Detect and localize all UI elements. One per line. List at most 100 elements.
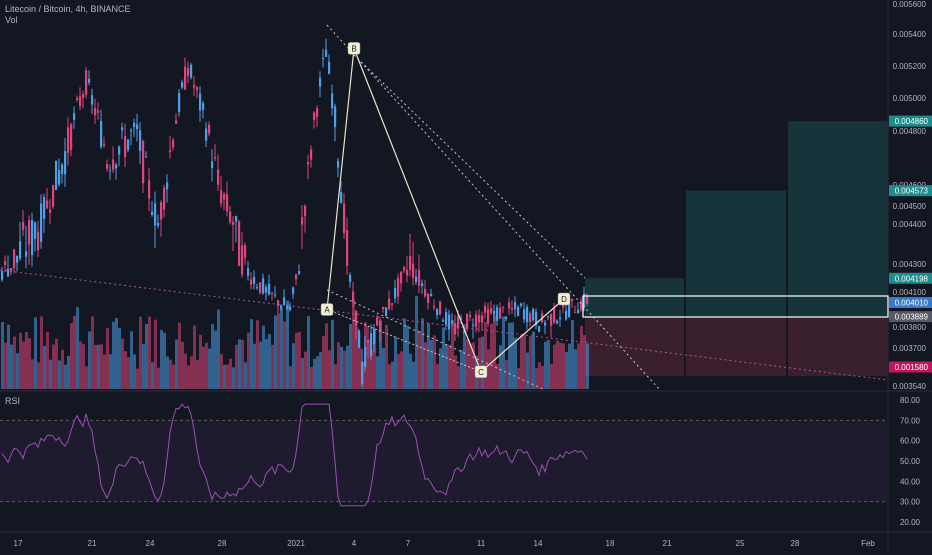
candle-body <box>415 276 418 283</box>
candle-body <box>91 95 94 105</box>
candle-body <box>379 321 382 331</box>
candle-body <box>232 222 235 225</box>
target-zone <box>686 190 786 317</box>
pattern-label: C <box>478 368 484 377</box>
volume-bar <box>418 330 421 389</box>
candle-body <box>64 151 67 175</box>
candle-body <box>148 180 151 199</box>
candle-body <box>100 121 103 147</box>
candle-body <box>172 139 175 148</box>
price-badge-label: 0.004198 <box>895 274 929 283</box>
volume-bar <box>523 334 526 389</box>
pattern-leg <box>353 48 482 372</box>
volume-bar <box>355 326 358 389</box>
volume-bar <box>469 343 472 389</box>
price-tick: 0.005600 <box>893 0 927 9</box>
candle-body <box>142 141 145 184</box>
volume-bar <box>190 356 193 389</box>
candle-body <box>292 287 295 294</box>
volume-bar <box>226 364 229 389</box>
volume-bar <box>214 330 217 389</box>
candle-body <box>436 309 439 316</box>
volume-bar <box>259 341 262 389</box>
volume-bar <box>463 324 466 389</box>
volume-bar <box>187 365 190 389</box>
volume-bar <box>556 340 559 389</box>
candle-body <box>361 361 364 385</box>
volume-bar <box>127 357 130 389</box>
candle-body <box>220 190 223 204</box>
candle-body <box>586 295 589 304</box>
candle-body <box>97 110 100 113</box>
candle-body <box>58 170 61 185</box>
volume-bar <box>466 339 469 389</box>
volume-bar <box>352 299 355 389</box>
volume-bar <box>484 321 487 389</box>
entry-box <box>582 295 889 318</box>
volume-bar <box>142 344 145 389</box>
price-badge <box>889 297 932 308</box>
volume-bar <box>106 328 109 389</box>
volume-bar <box>118 327 121 389</box>
time-tick: 21 <box>88 539 97 548</box>
volume-bar <box>133 354 136 389</box>
candle-body <box>409 255 412 270</box>
price-tick: 0.003540 <box>893 382 927 391</box>
volume-bar <box>7 324 10 389</box>
candle-body <box>16 255 19 263</box>
candle-body <box>25 251 28 257</box>
candle-body <box>76 98 79 100</box>
volume-bar <box>529 336 532 389</box>
volume-bar <box>331 319 334 389</box>
candle-body <box>502 306 505 308</box>
rsi-tick: 80.00 <box>900 396 921 405</box>
volume-bar <box>163 332 166 389</box>
volume-bar <box>277 313 280 389</box>
volume-bar <box>22 341 25 389</box>
volume-bar <box>445 344 448 389</box>
volume-bar <box>115 318 118 389</box>
candle-body <box>466 314 469 329</box>
volume-bar <box>487 348 490 389</box>
volume-bar <box>313 358 316 389</box>
candle-body <box>274 294 277 296</box>
volume-bar <box>550 364 553 389</box>
volume-bar <box>112 321 115 389</box>
candle-body <box>493 310 496 315</box>
candle-body <box>370 333 373 357</box>
price-tick: 0.004800 <box>893 127 927 136</box>
price-tick: 0.004400 <box>893 220 927 229</box>
candle-body <box>532 309 535 321</box>
candle-body <box>130 130 133 132</box>
candle-body <box>424 288 427 297</box>
volume-bar <box>79 341 82 389</box>
candle-body <box>199 93 202 111</box>
candle-body <box>523 309 526 320</box>
candle-body <box>574 312 577 314</box>
volume-bar <box>121 338 124 389</box>
price-tick: 0.003800 <box>893 323 927 332</box>
candle-body <box>322 58 325 60</box>
pattern-point-a <box>320 303 334 316</box>
volume-bar <box>172 364 175 389</box>
volume-bar <box>274 315 277 389</box>
volume-bar <box>52 344 55 389</box>
volume-bar <box>394 336 397 389</box>
volume-bar <box>307 316 310 389</box>
price-tick: 0.004300 <box>893 260 927 269</box>
volume-bar <box>547 339 550 389</box>
candle-body <box>1 271 4 280</box>
candle-body <box>331 93 334 109</box>
candle-body <box>547 316 550 318</box>
candle-body <box>349 274 352 282</box>
candle-body <box>319 77 322 87</box>
candle-body <box>310 149 313 160</box>
volume-bar <box>31 359 34 389</box>
candle-body <box>7 268 10 277</box>
volume-bar <box>310 367 313 389</box>
volume-bar <box>10 344 13 389</box>
volume-bar <box>574 349 577 389</box>
volume-bar <box>100 344 103 389</box>
